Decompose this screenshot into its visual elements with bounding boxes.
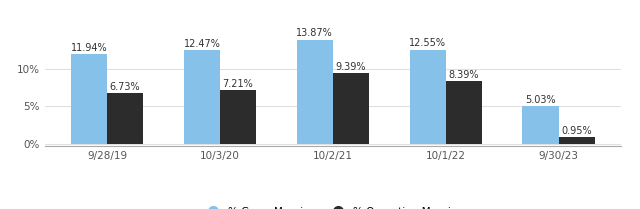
Bar — [220, 90, 256, 144]
Bar — [445, 81, 482, 144]
Text: 0.95%: 0.95% — [561, 126, 592, 136]
Text: 7.21%: 7.21% — [223, 79, 253, 89]
Bar — [559, 137, 595, 144]
Text: 6.73%: 6.73% — [110, 82, 140, 92]
Bar — [333, 73, 369, 144]
Bar — [297, 40, 333, 144]
Bar — [410, 50, 445, 144]
Bar — [522, 106, 559, 144]
Text: 13.87%: 13.87% — [296, 28, 333, 38]
Legend: % Gross Margins, % Operating Margins: % Gross Margins, % Operating Margins — [199, 203, 467, 209]
Bar — [184, 50, 220, 144]
Text: 8.39%: 8.39% — [449, 70, 479, 80]
Text: 9.39%: 9.39% — [335, 62, 366, 72]
Text: 5.03%: 5.03% — [525, 95, 556, 105]
Bar — [107, 93, 143, 144]
Text: 12.55%: 12.55% — [409, 38, 446, 48]
Text: 12.47%: 12.47% — [184, 39, 220, 49]
Bar — [71, 54, 107, 144]
Text: 11.94%: 11.94% — [71, 43, 108, 53]
